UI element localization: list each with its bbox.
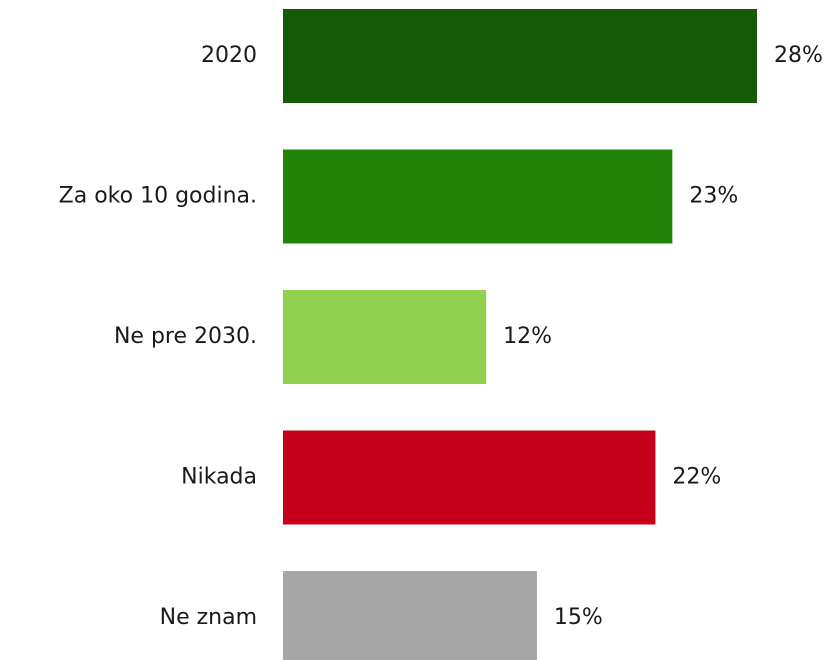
bar	[283, 571, 537, 660]
value-label: 23%	[689, 184, 738, 209]
value-label: 12%	[503, 324, 552, 349]
value-label: 28%	[774, 43, 823, 68]
category-label: Ne pre 2030.	[114, 324, 257, 349]
category-label: Nikada	[181, 465, 257, 490]
bar	[283, 9, 757, 103]
value-label: 22%	[672, 465, 721, 490]
value-label: 15%	[554, 605, 603, 630]
category-label: Ne znam	[160, 605, 257, 630]
bar	[283, 149, 673, 244]
bar	[283, 430, 656, 525]
category-label: Za oko 10 godina.	[59, 184, 257, 209]
category-label: 2020	[201, 43, 257, 68]
bar	[283, 290, 487, 384]
